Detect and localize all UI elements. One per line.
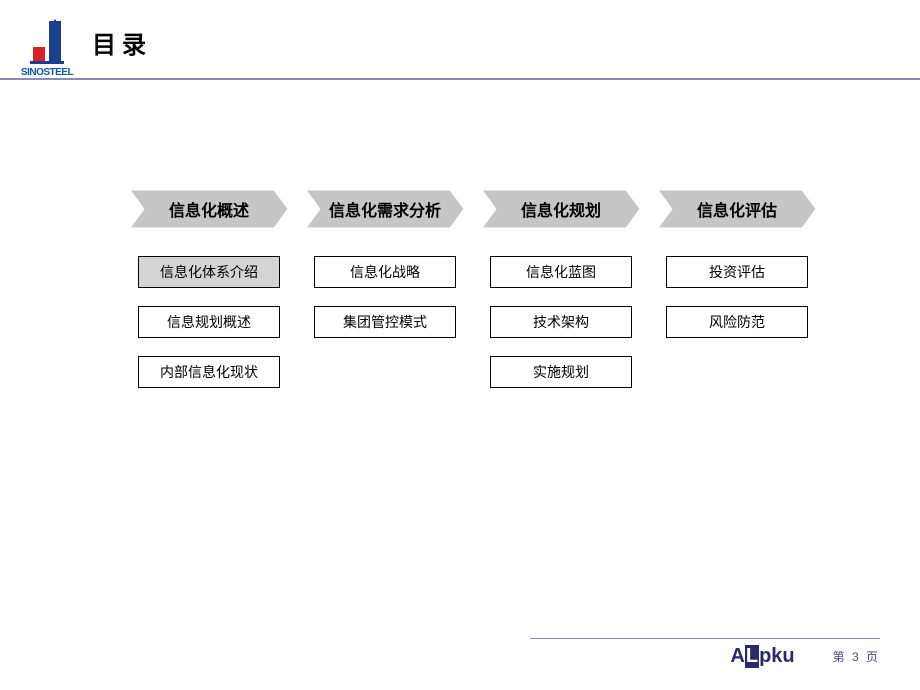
toc-item: 集团管控模式 (314, 306, 456, 338)
logo-label: SINOSTEEL (21, 67, 73, 78)
logo-icon (26, 19, 68, 65)
brand-part-a: A (730, 645, 744, 668)
column-2: 信息化蓝图技术架构实施规划 (482, 256, 640, 388)
toc-item: 信息化战略 (314, 256, 456, 288)
toc-item: 投资评估 (666, 256, 808, 288)
column-1: 信息化战略集团管控模式 (306, 256, 464, 388)
toc-item: 技术架构 (490, 306, 632, 338)
chevron-label: 信息化需求分析 (329, 197, 441, 221)
column-3: 投资评估风险防范 (658, 256, 816, 388)
arrow-row: 信息化概述 信息化需求分析 信息化规划 信息化评估 (130, 190, 920, 228)
page-number: 第 3 页 (833, 648, 880, 665)
page-title: 目录 (92, 25, 152, 60)
chevron-label: 信息化概述 (169, 197, 249, 221)
content-area: 信息化概述 信息化需求分析 信息化规划 信息化评估 信息化体系介绍信息规划概述内部信息… (0, 80, 920, 388)
chevron-header-2: 信息化规划 (482, 190, 640, 228)
toc-item: 风险防范 (666, 306, 808, 338)
toc-item: 信息化体系介绍 (138, 256, 280, 288)
slide-header: SINOSTEEL 目录 (0, 0, 920, 80)
column-0: 信息化体系介绍信息规划概述内部信息化现状 (130, 256, 288, 388)
footer-brand: A L pku (730, 645, 794, 668)
toc-item: 信息规划概述 (138, 306, 280, 338)
slide-footer: A L pku 第 3 页 (530, 638, 880, 668)
chevron-header-3: 信息化评估 (658, 190, 816, 228)
toc-item: 信息化蓝图 (490, 256, 632, 288)
chevron-label: 信息化规划 (521, 197, 601, 221)
toc-item: 内部信息化现状 (138, 356, 280, 388)
toc-item: 实施规划 (490, 356, 632, 388)
brand-part-rest: pku (759, 645, 795, 668)
chevron-header-0: 信息化概述 (130, 190, 288, 228)
chevron-label: 信息化评估 (697, 197, 777, 221)
company-logo: SINOSTEEL (12, 19, 82, 78)
chevron-header-1: 信息化需求分析 (306, 190, 464, 228)
brand-part-l: L (745, 645, 759, 668)
columns-area: 信息化体系介绍信息规划概述内部信息化现状信息化战略集团管控模式信息化蓝图技术架构… (130, 256, 920, 388)
